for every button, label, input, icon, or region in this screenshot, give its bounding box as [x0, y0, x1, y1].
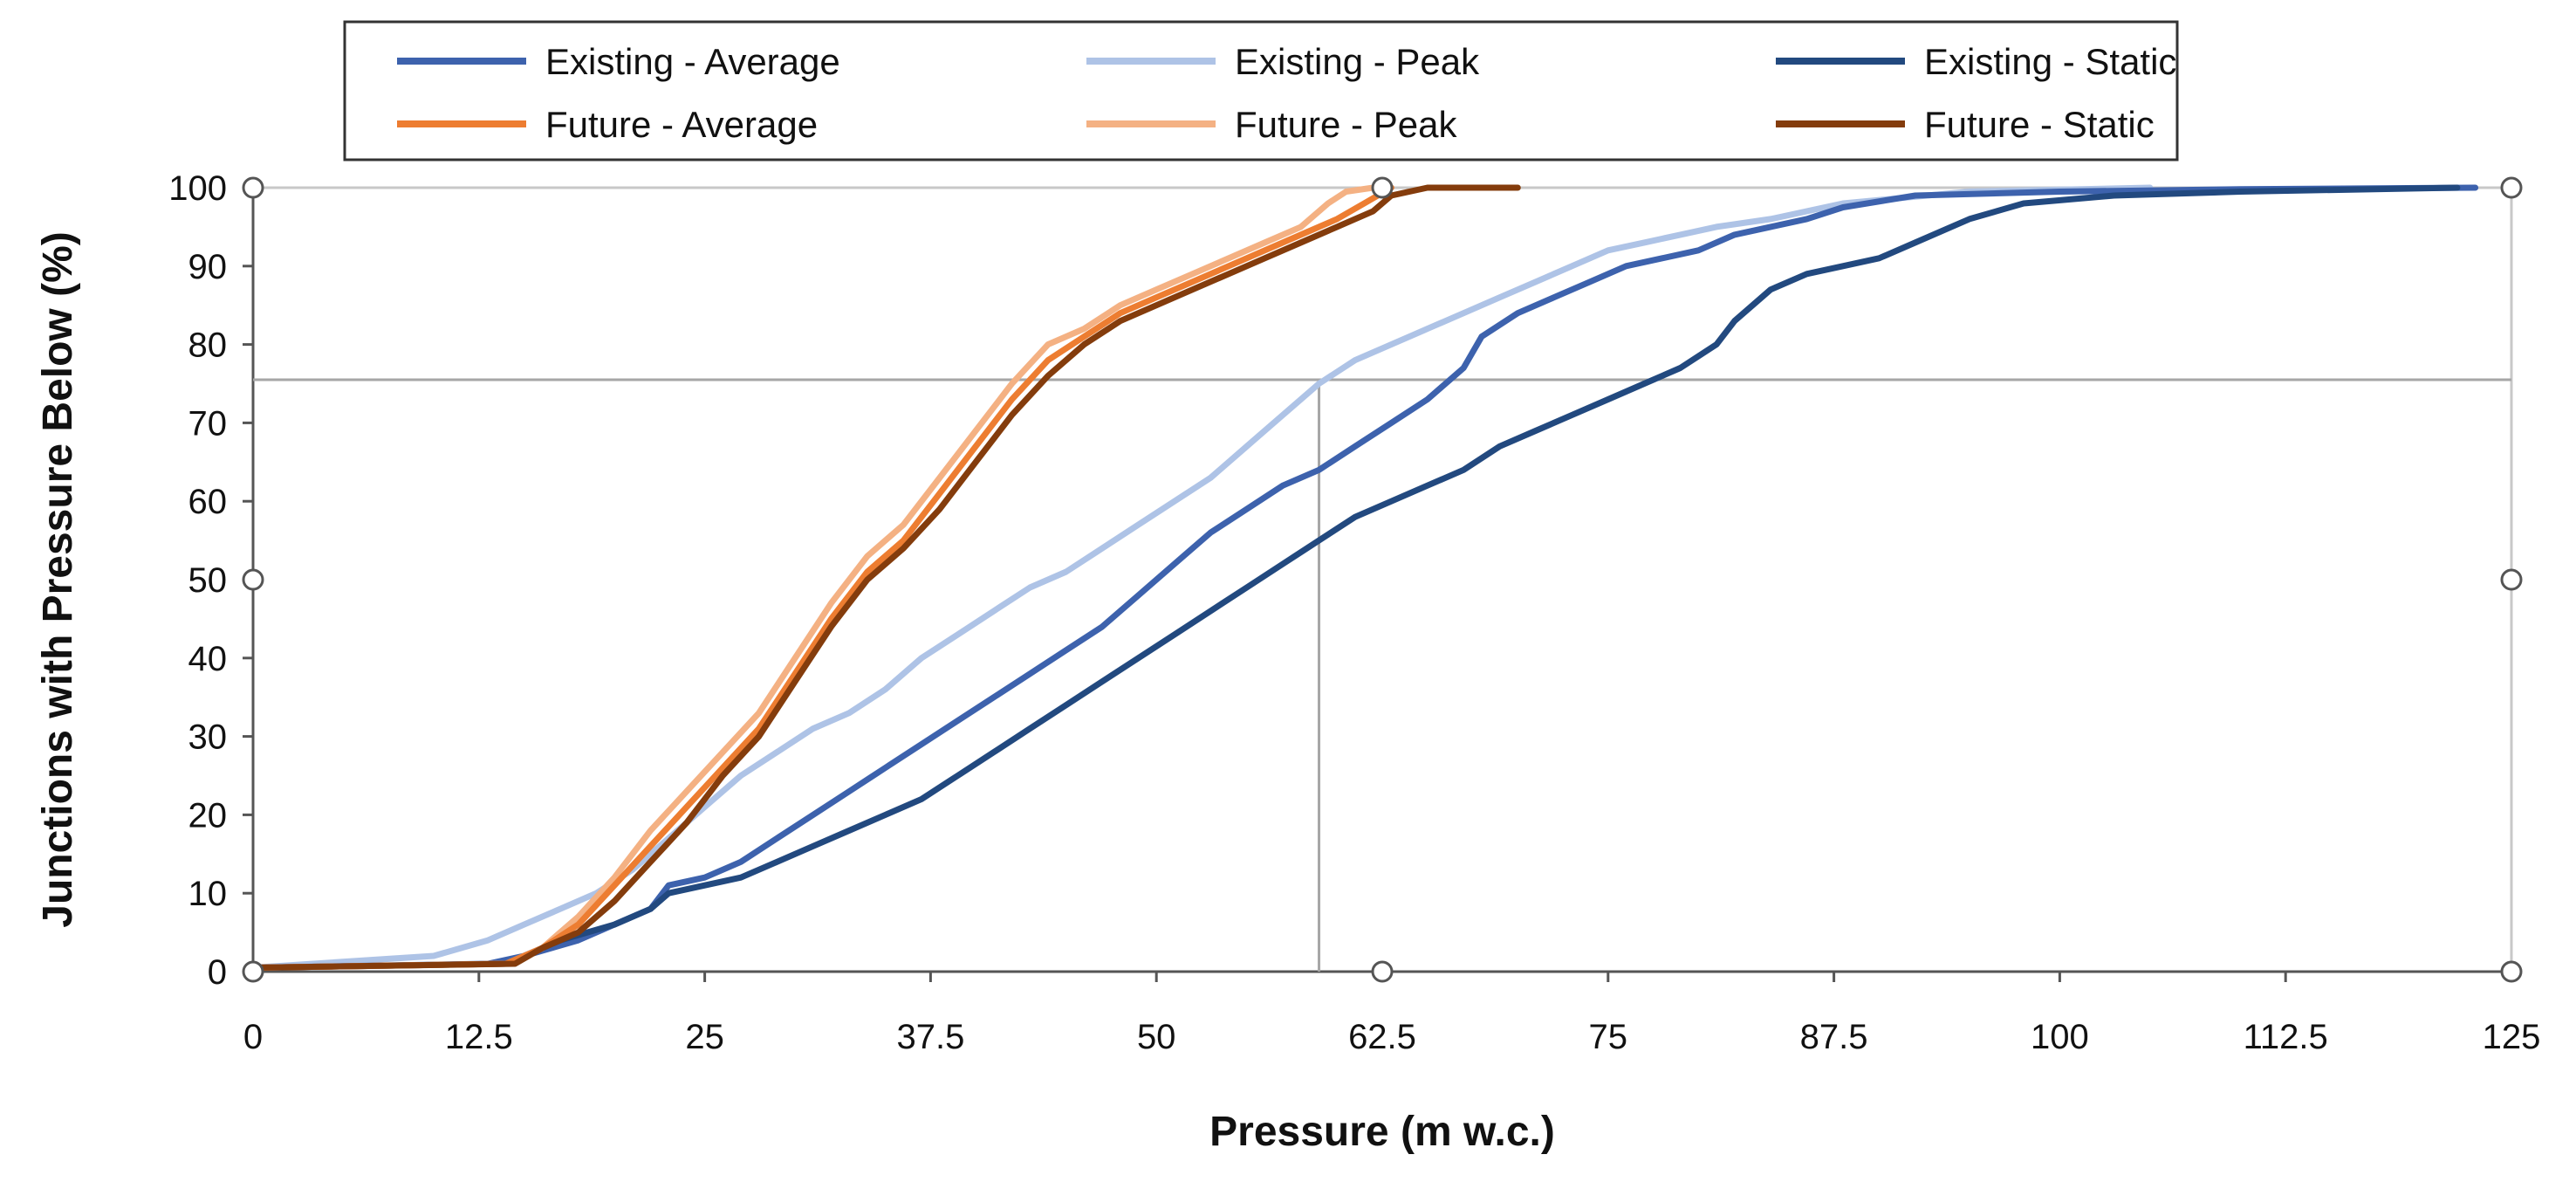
legend-box — [343, 20, 2179, 161]
resize-handle[interactable] — [1371, 960, 1394, 983]
y-tick-label: 60 — [188, 483, 228, 521]
legend-label: Existing - Static — [1924, 41, 2176, 82]
y-axis-title: Junctions with Pressure Below (%) — [35, 231, 81, 927]
series-line-existing-average — [250, 184, 2479, 971]
series-line-existing-static — [250, 184, 2461, 971]
resize-handle[interactable] — [242, 176, 264, 199]
series-line-existing-peak — [250, 184, 2154, 971]
x-tick-label: 25 — [685, 1018, 724, 1056]
resize-handle[interactable] — [242, 568, 264, 591]
resize-handle[interactable] — [2500, 568, 2523, 591]
selection-handles[interactable] — [242, 176, 2523, 983]
x-tick-label: 0 — [243, 1018, 263, 1056]
x-tick-label: 12.5 — [445, 1018, 513, 1056]
y-axis-ticks: 0 10 20 30 40 50 60 70 80 90 100 — [168, 169, 253, 992]
reference-lines — [253, 378, 2511, 972]
series-line-future-peak — [250, 184, 1377, 971]
y-tick-label: 80 — [188, 326, 228, 365]
y-tick-label: 70 — [188, 404, 228, 443]
legend-label: Future - Static — [1924, 104, 2155, 145]
x-tick-label: 100 — [2031, 1018, 2089, 1056]
y-tick-label: 50 — [188, 561, 228, 600]
series-layer — [250, 184, 2479, 971]
y-tick-label: 10 — [188, 875, 228, 913]
resize-handle[interactable] — [1371, 176, 1394, 199]
resize-handle[interactable] — [2500, 176, 2523, 199]
legend-label: Existing - Peak — [1235, 41, 1480, 82]
y-tick-label: 40 — [188, 640, 228, 678]
x-tick-label: 75 — [1589, 1018, 1628, 1056]
x-tick-label: 37.5 — [896, 1018, 964, 1056]
legend-label: Future - Peak — [1235, 104, 1457, 145]
x-axis-title: Pressure (m w.c.) — [1209, 1109, 1555, 1155]
legend: Existing - Average Existing - Peak Existin… — [397, 41, 2176, 145]
y-tick-label: 90 — [188, 248, 228, 286]
legend-label: Future - Average — [545, 104, 818, 145]
legend-label: Existing - Average — [545, 41, 840, 82]
x-tick-label: 50 — [1137, 1018, 1176, 1056]
y-tick-label: 30 — [188, 718, 228, 757]
y-tick-label: 0 — [208, 953, 227, 992]
y-tick-label: 20 — [188, 796, 228, 835]
resize-handle[interactable] — [2500, 960, 2523, 983]
y-tick-label: 100 — [168, 169, 227, 208]
x-axis-ticks: 0 12.5 25 37.5 50 62.5 75 87.5 100 112.5 125 — [243, 972, 2541, 1056]
x-tick-label: 112.5 — [2244, 1018, 2328, 1056]
x-tick-label: 125 — [2483, 1018, 2541, 1056]
resize-handle[interactable] — [242, 960, 264, 983]
x-tick-label: 62.5 — [1348, 1018, 1416, 1056]
x-tick-label: 87.5 — [1800, 1018, 1868, 1056]
series-line-future-static — [250, 184, 1521, 971]
series-line-future-average — [250, 184, 1394, 971]
